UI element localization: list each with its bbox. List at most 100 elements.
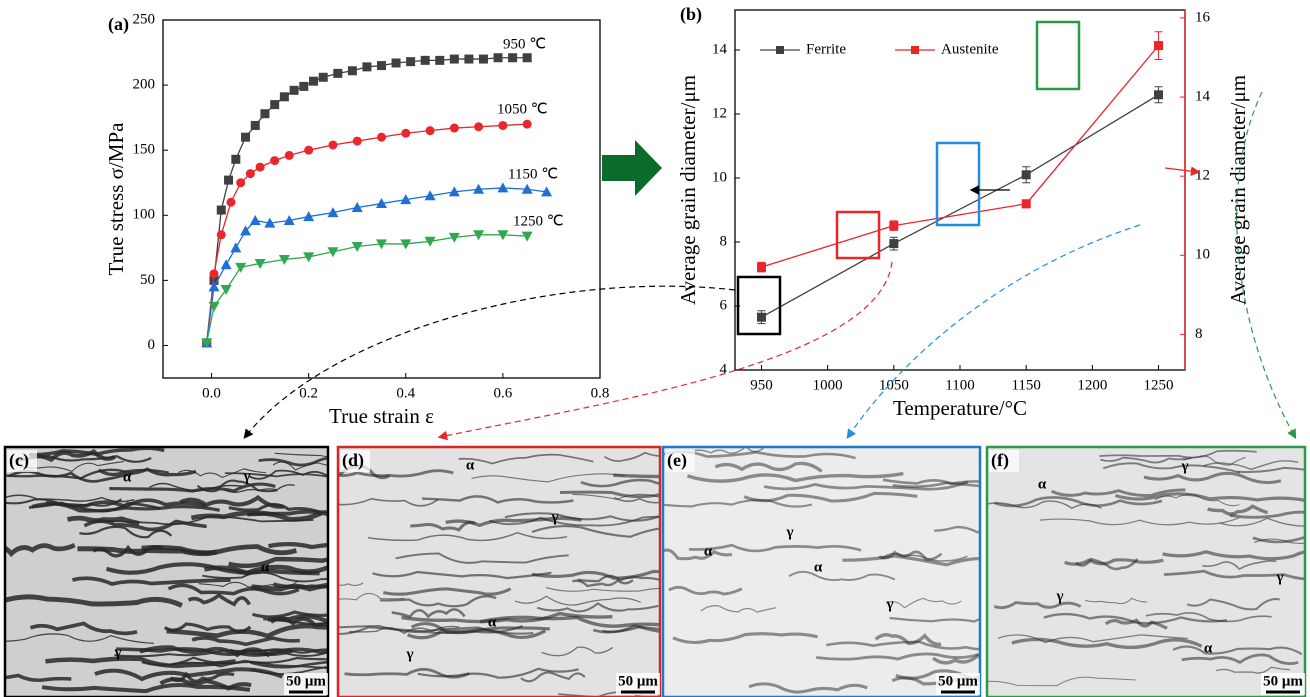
marker xyxy=(1022,170,1031,179)
series-line xyxy=(207,235,527,343)
y2-tick-label: 14 xyxy=(1195,88,1211,104)
y2-tick-label: 8 xyxy=(1195,326,1203,342)
marker xyxy=(290,86,299,95)
phase-label: γ xyxy=(885,596,893,612)
marker xyxy=(522,232,533,242)
x-tick-label: 0.6 xyxy=(494,385,513,401)
phase-label: γ xyxy=(1275,569,1283,585)
scale-bar-label: 50 μm xyxy=(618,673,658,689)
marker xyxy=(328,140,337,149)
highlight-box xyxy=(738,277,780,334)
marker xyxy=(421,56,430,65)
chart: 0.00.20.40.60.8050100150200250(a)True st… xyxy=(104,11,610,427)
phase-label: α xyxy=(814,559,823,575)
chart-title: (b) xyxy=(680,4,702,25)
figure: (c)αγαγ50 μm(d)αγαγ50 μm(e)γααγ50 μm(f)α… xyxy=(0,0,1310,697)
arrow xyxy=(1165,168,1198,172)
series-line xyxy=(761,95,1158,317)
y-tick-label: 6 xyxy=(720,297,728,313)
marker xyxy=(474,122,483,131)
marker xyxy=(251,121,260,130)
marker xyxy=(464,55,473,64)
phase-label: α xyxy=(1204,640,1213,656)
phase-label: α xyxy=(123,469,132,485)
series-line xyxy=(761,46,1158,268)
marker xyxy=(285,151,294,160)
y-tick-label: 8 xyxy=(720,233,728,249)
x-tick-label: 0.4 xyxy=(396,385,415,401)
marker xyxy=(498,121,507,130)
x-axis-label: True strain ε xyxy=(329,404,434,428)
highlight-box xyxy=(1037,22,1079,89)
marker xyxy=(479,55,488,64)
phase-label: γ xyxy=(1180,458,1188,474)
series-line xyxy=(207,58,527,343)
marker xyxy=(250,215,261,225)
y-tick-label: 50 xyxy=(140,272,155,288)
marker xyxy=(497,182,508,192)
marker xyxy=(299,82,308,91)
y2-tick-label: 12 xyxy=(1195,168,1210,184)
marker xyxy=(231,155,240,164)
x-tick-label: 0.8 xyxy=(591,385,610,401)
y-axis-label: Average grain diameter/μm xyxy=(676,75,700,305)
marker xyxy=(260,109,269,118)
series-line xyxy=(207,188,547,343)
y-tick-label: 12 xyxy=(712,105,727,121)
marker xyxy=(236,178,245,187)
marker xyxy=(362,62,371,71)
scale-bar-label: 50 μm xyxy=(1263,673,1303,689)
panel-label: (e) xyxy=(667,450,687,471)
x-tick-label: 1100 xyxy=(945,377,974,393)
scale-bar-label: 50 μm xyxy=(286,673,326,689)
phase-label: γ xyxy=(113,644,121,660)
marker xyxy=(450,124,459,133)
marker xyxy=(217,206,226,215)
scale-bar-label: 50 μm xyxy=(938,673,978,689)
marker xyxy=(377,133,386,142)
x-tick-label: 0.2 xyxy=(299,385,318,401)
x-tick-label: 950 xyxy=(750,377,773,393)
panel-label: (c) xyxy=(9,450,29,471)
panel-label: (d) xyxy=(342,450,364,471)
marker xyxy=(270,100,279,109)
marker xyxy=(256,163,265,172)
marker xyxy=(217,230,226,239)
marker xyxy=(209,269,218,278)
y-tick-label: 200 xyxy=(133,77,156,93)
panel-label: (f) xyxy=(991,450,1009,471)
marker xyxy=(450,55,459,64)
chart: 9501000105011001150120012504681012148101… xyxy=(676,4,1250,420)
connector xyxy=(245,286,735,437)
marker xyxy=(304,146,313,155)
marker xyxy=(348,66,357,75)
phase-label: γ xyxy=(1055,588,1063,604)
marker xyxy=(241,133,250,142)
y-tick-label: 250 xyxy=(133,11,156,27)
charts: 0.00.20.40.60.8050100150200250(a)True st… xyxy=(104,4,1250,428)
marker xyxy=(226,198,235,207)
connector xyxy=(440,262,892,437)
marker xyxy=(1154,90,1163,99)
marker xyxy=(319,73,328,82)
marker xyxy=(221,285,232,295)
y-tick-label: 10 xyxy=(712,169,727,185)
legend-label: Ferrite xyxy=(806,41,846,57)
phase-label: α xyxy=(466,457,475,473)
annotation: 950 ℃ xyxy=(503,36,546,52)
micrograph-bg xyxy=(987,447,1305,697)
micrograph: (f)αγγγα50 μm xyxy=(978,447,1310,697)
y-tick-label: 150 xyxy=(133,142,156,158)
marker xyxy=(246,169,255,178)
marker xyxy=(401,129,410,138)
marker xyxy=(1154,41,1163,50)
marker xyxy=(494,53,503,62)
phase-label: γ xyxy=(785,524,793,540)
phase-label: γ xyxy=(405,646,413,662)
marker xyxy=(523,53,532,62)
marker xyxy=(333,69,342,78)
marker xyxy=(280,92,289,101)
side-arrows xyxy=(972,168,1198,190)
annotation: 1050 ℃ xyxy=(497,101,548,117)
